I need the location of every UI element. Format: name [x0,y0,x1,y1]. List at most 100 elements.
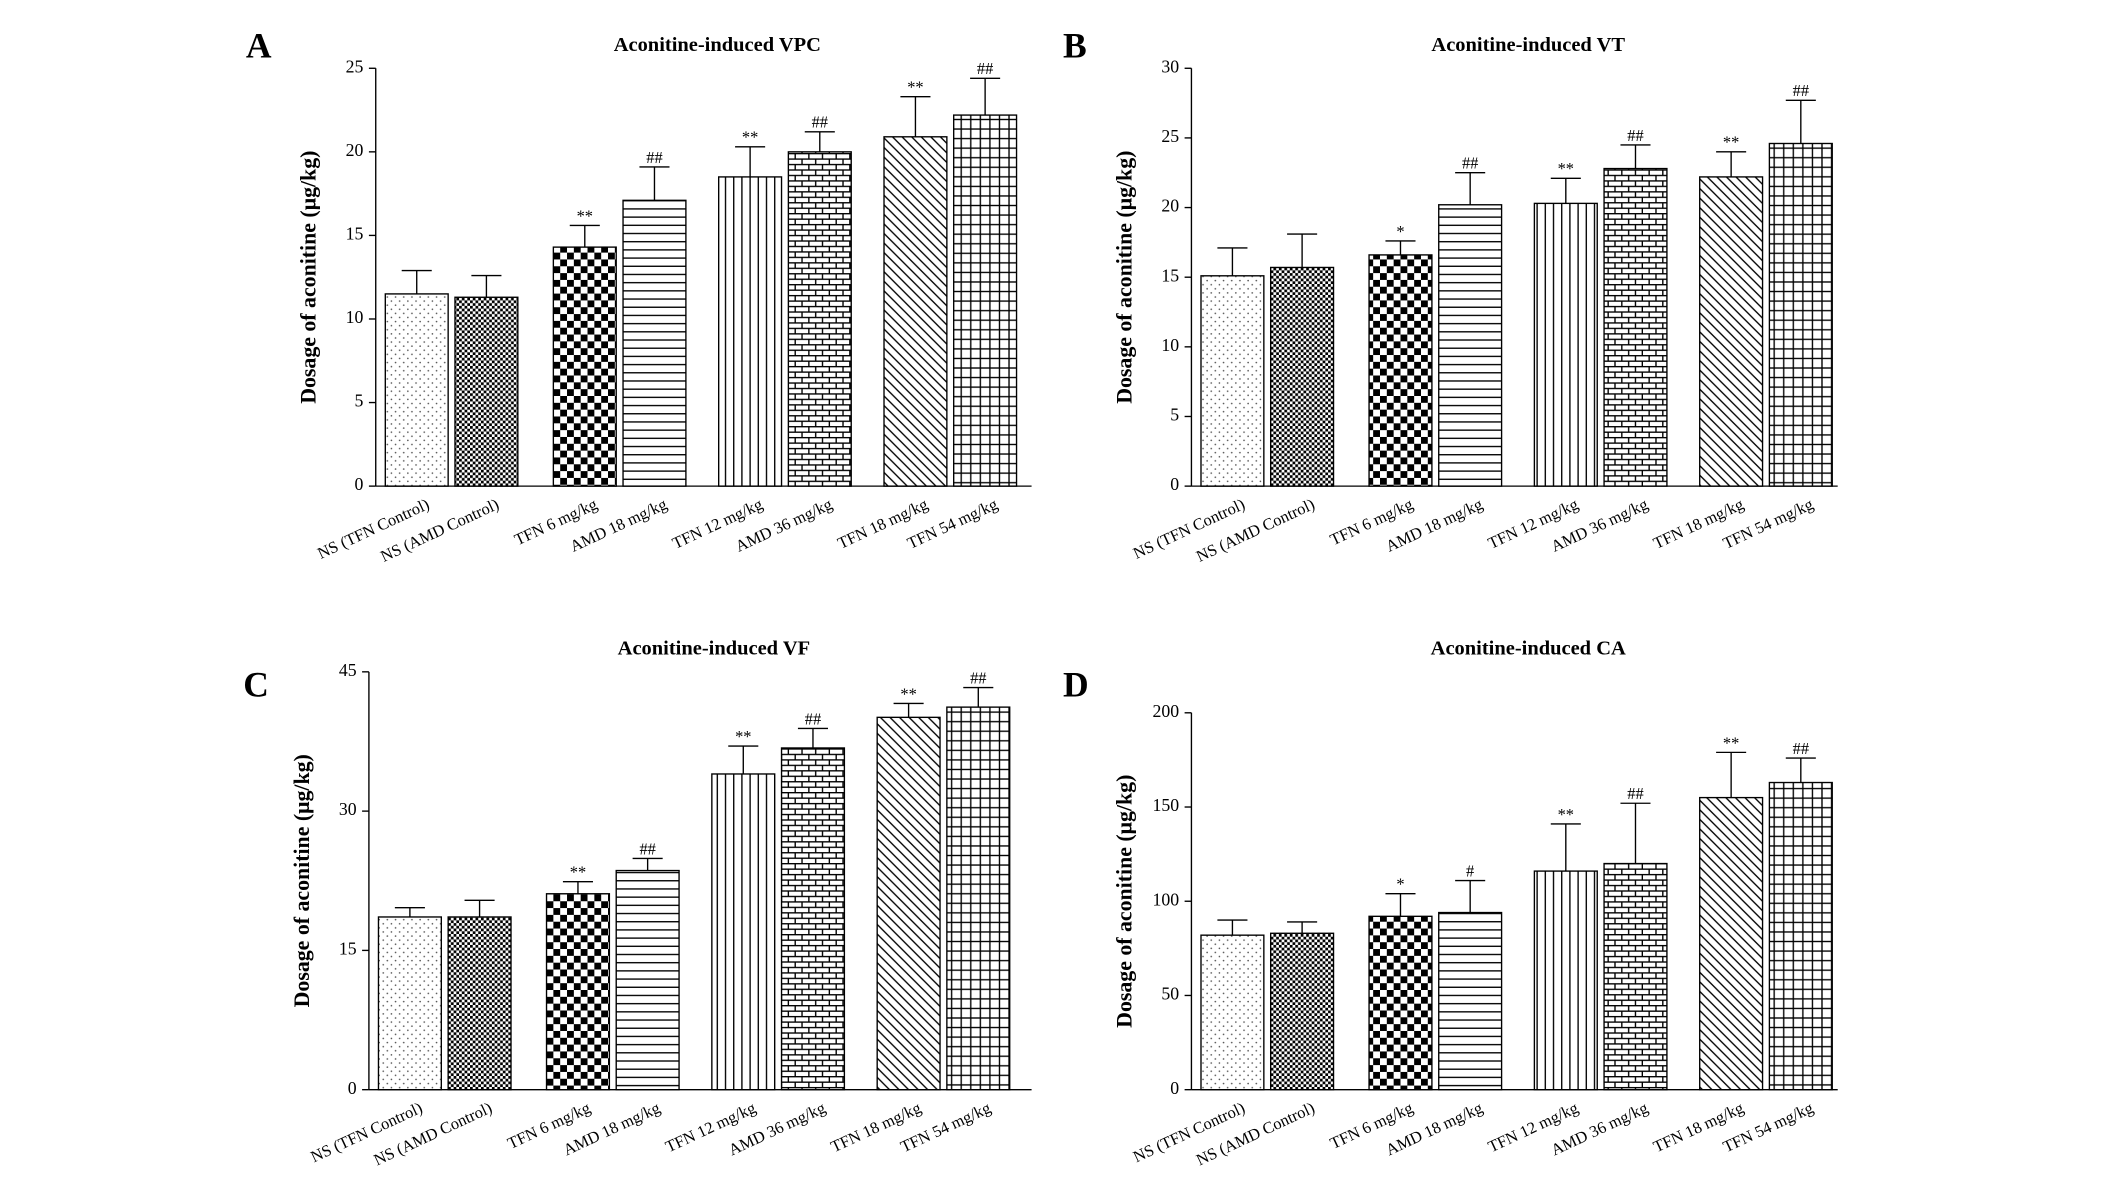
y-tick-label: 10 [1161,335,1179,355]
y-tick-label: 20 [346,140,364,160]
error-bar [970,77,1001,116]
significance: ## [646,148,662,167]
error-bar [1217,247,1248,276]
chart-title: Aconitine-induced VT [1431,34,1625,56]
x-tick-label: NS (AMD Control) [371,1098,495,1169]
y-axis-label: Dosage of aconitine (μg/kg) [1112,151,1136,404]
bar [384,293,449,487]
bar [1603,167,1668,487]
y-tick-label: 25 [1161,126,1179,146]
bar [787,151,852,487]
significance: ** [742,128,758,147]
significance: ** [907,78,923,97]
bar [946,706,1011,1091]
error-bar [1620,144,1651,169]
x-tick-label: NS (TFN Control) [314,494,432,562]
error-bar [804,131,835,152]
significance: ** [577,206,593,225]
bar [1269,932,1335,1091]
y-axis-label: Dosage of aconitine (μg/kg) [297,151,321,404]
significance: ## [970,669,986,688]
significance: # [1466,861,1474,880]
bar [1699,176,1764,487]
y-tick-label: 25 [346,56,364,76]
error-bar [1217,919,1248,936]
bar [718,176,783,487]
significance: ## [1793,739,1809,758]
significance: ** [1558,805,1574,824]
significance: ## [1627,784,1643,803]
error-bar [632,857,663,871]
y-tick-label: 50 [1161,984,1179,1004]
bar [780,747,846,1091]
significance: ** [735,727,751,746]
error-bar [639,166,670,201]
bar [1200,275,1265,487]
significance: ** [900,684,916,703]
error-bar [1550,823,1581,872]
chart-title: Aconitine-induced VPC [614,34,821,56]
y-tick-label: 45 [339,660,357,680]
bar [1603,862,1668,1091]
y-tick-label: 0 [1170,1078,1179,1098]
bar [1200,934,1265,1091]
panel-letter: A [246,25,272,65]
bar [1768,142,1833,487]
error-bar [394,907,425,917]
bar [622,199,687,487]
bar [545,893,611,1091]
error-bar [1550,177,1581,204]
error-bar [1385,893,1416,917]
bar [1533,870,1598,1091]
error-bar [471,274,502,298]
significance: ## [1462,154,1478,173]
y-tick-label: 100 [1153,889,1180,909]
bar [1438,204,1503,487]
y-tick-label: 15 [346,223,364,243]
error-bar [562,881,593,894]
error-bar [1620,802,1651,864]
significance: ## [639,839,655,858]
bar [711,773,776,1091]
error-bar [1287,233,1318,268]
chart-title: Aconitine-induced VF [618,638,810,660]
error-bar [1716,751,1747,798]
y-tick-label: 5 [355,391,364,411]
panel-letter: D [1063,664,1089,704]
y-tick-label: 200 [1153,701,1180,721]
x-tick-label: NS (TFN Control) [1130,1098,1248,1166]
significance: ** [1723,133,1739,152]
bar [447,916,512,1091]
bar [1768,781,1833,1091]
error-bar [1455,879,1486,913]
x-tick-label: NS (TFN Control) [1130,494,1248,562]
bar [1699,796,1764,1091]
error-bar [893,702,924,718]
significance: * [1396,875,1404,894]
error-bar [464,899,495,917]
y-tick-label: 0 [355,474,364,494]
significance: ** [1723,733,1739,752]
y-tick-label: 30 [339,799,357,819]
x-tick-label: NS (AMD Control) [1193,1098,1317,1169]
bar [377,916,443,1091]
error-bar [900,96,931,137]
error-bar [963,686,994,708]
significance: * [1396,222,1404,241]
significance: ## [1793,81,1809,100]
bar [953,114,1018,487]
y-tick-label: 15 [339,938,357,958]
panel-letter: C [243,664,269,704]
bar [1269,266,1335,487]
y-axis-label: Dosage of aconitine (μg/kg) [1112,775,1136,1028]
error-bar [1785,99,1816,144]
error-bar [569,224,600,248]
error-bar [401,269,432,294]
bar [454,296,519,487]
x-tick-label: NS (AMD Control) [1193,494,1317,565]
x-tick-label: NS (TFN Control) [308,1098,426,1166]
error-bar [735,146,766,177]
x-tick-label: NS (AMD Control) [377,494,501,565]
error-bar [1287,921,1318,934]
